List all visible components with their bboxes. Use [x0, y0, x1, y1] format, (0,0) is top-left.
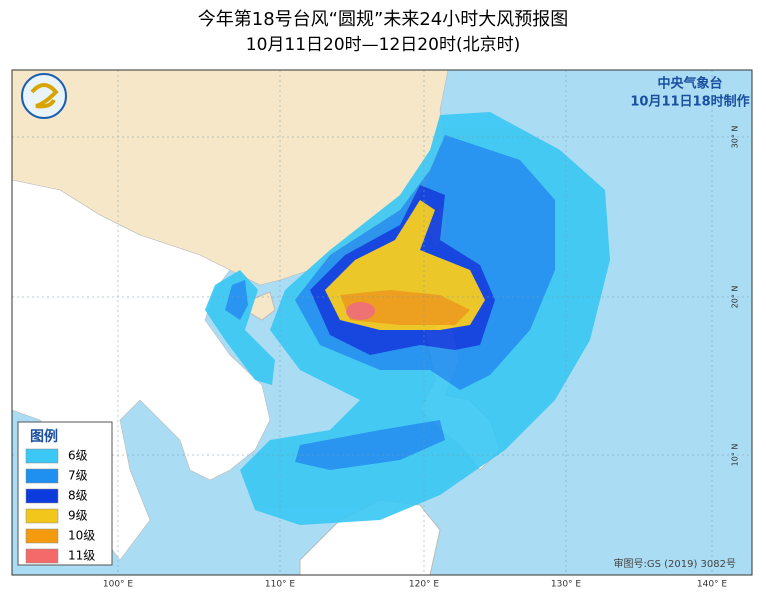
wind-zone [205, 270, 275, 385]
wind-zone [346, 302, 376, 320]
legend-label: 11级 [68, 549, 95, 563]
lat-label: 30° N [731, 126, 740, 149]
legend-title: 图例 [30, 428, 58, 445]
agency: 中央气象台 [657, 76, 722, 92]
wind-zone [340, 290, 470, 325]
map-frame [11, 69, 753, 576]
lon-label: 130° E [551, 580, 582, 590]
logo-mark [30, 83, 59, 109]
lon-label: 120° E [409, 580, 440, 590]
legend-swatch [25, 488, 59, 504]
lon-label: 110° E [265, 580, 296, 590]
legend-label: 8级 [68, 489, 88, 503]
legend: 图例 6级 7级 8级 9级 10级 11级 [17, 421, 113, 566]
legend-swatch [25, 528, 59, 544]
logo [21, 73, 67, 119]
lat-label: 20° N [731, 286, 740, 309]
wind-zone [225, 280, 248, 320]
wind-zone [295, 420, 445, 470]
legend-label: 10级 [68, 529, 95, 543]
legend-swatch [25, 448, 59, 464]
lat-label: 10° N [731, 444, 740, 467]
legend-label: 6级 [68, 449, 88, 463]
lon-label: 100° E [103, 580, 134, 590]
legend-label: 7级 [68, 469, 88, 483]
legend-swatch [25, 548, 59, 564]
legend-label: 9级 [68, 509, 88, 523]
legend-swatch [25, 468, 59, 484]
issued: 10月11日18时制作 [630, 94, 749, 110]
approval: 审图号:GS (2019) 3082号 [613, 557, 736, 570]
legend-swatch [25, 508, 59, 524]
title: 今年第18号台风“圆规”未来24小时大风预报图 [198, 9, 568, 30]
map [12, 70, 752, 575]
lon-label: 140° E [697, 580, 728, 590]
subtitle: 10月11日20时—12日20时(北京时) [246, 35, 520, 55]
